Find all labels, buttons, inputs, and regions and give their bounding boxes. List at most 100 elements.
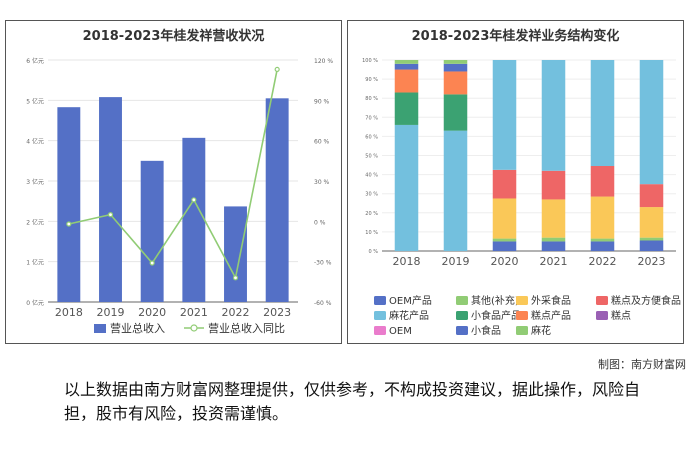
disclaimer-text: 以上数据由南方财富网整理提供，仅供参考，不构成投资建议，据此操作，风险自担，股市… — [64, 380, 641, 423]
y-right-tick-label: -30 % — [314, 260, 332, 267]
yoy-line — [68, 69, 278, 281]
x-tick-label: 2022 — [222, 306, 250, 319]
stack-segment — [492, 169, 517, 199]
stack-segment — [590, 238, 615, 242]
legend-swatch — [456, 326, 468, 335]
x-tick-label: 2018 — [393, 255, 421, 268]
y-right-tick-label: 60 % — [314, 139, 330, 146]
revenue-chart: 0 亿元 1 亿元 2 亿元 3 亿元 4 亿元 5 亿元 6 亿元 -60 % -30 % 0 … — [26, 57, 333, 335]
y-tick-label: 100 % — [362, 58, 378, 64]
legend-label: 糕点及方便食品 — [611, 294, 681, 307]
stack-segment — [590, 196, 615, 239]
yoy-point — [66, 221, 72, 227]
x-tick-label: 2019 — [97, 306, 125, 319]
legend-swatch — [374, 311, 386, 320]
stack-segment — [492, 60, 517, 170]
legend-label: 糕点产品 — [531, 309, 571, 322]
revenue-chart-panel: 2018-2023年桂发祥营收状况 0 亿元 1 亿元 2 亿元 3 亿元 4 亿元 5 … — [5, 20, 342, 344]
stack-segment — [394, 92, 419, 125]
legend-label: 小食品产品 — [471, 309, 521, 322]
x-tick-label: 2019 — [442, 255, 470, 268]
structure-chart: 0 % 10 % 20 % 30 % 40 % 50 % 60 % 70 % 80 % 90 % 1… — [362, 58, 681, 337]
revenue-bar — [265, 98, 289, 302]
legend-swatch — [516, 326, 528, 335]
y-tick-label: 20 % — [365, 211, 378, 217]
legend-label-yoy: 营业总收入同比 — [208, 321, 285, 335]
stack-segment — [443, 63, 468, 72]
legend-swatch-revenue — [94, 324, 106, 333]
yoy-point — [149, 260, 155, 266]
chart-credit: 制图：南方财富网 — [598, 358, 686, 371]
stack-segment — [639, 184, 664, 208]
legend-swatch — [596, 296, 608, 305]
y-tick-label: 60 % — [365, 134, 378, 140]
x-tick-label: 2018 — [55, 306, 83, 319]
legend-label: OEM产品 — [389, 294, 432, 307]
stack-segment — [541, 170, 566, 200]
revenue-bar — [140, 160, 164, 302]
y-left-tick-label: 1 亿元 — [26, 259, 44, 267]
y-right-tick-label: -60 % — [314, 300, 332, 307]
stack-segment — [394, 60, 419, 64]
stack-segment — [590, 60, 615, 167]
y-tick-label: 40 % — [365, 173, 378, 179]
x-tick-label: 2021 — [540, 255, 568, 268]
y-tick-label: 90 % — [365, 77, 378, 83]
stack-segment — [492, 238, 517, 242]
revenue-chart-title: 2018-2023年桂发祥营收状况 — [82, 29, 265, 44]
stack-segment — [492, 198, 517, 239]
yoy-point — [191, 197, 197, 203]
revenue-bar — [182, 137, 206, 302]
y-tick-label: 50 % — [365, 154, 378, 160]
x-tick-label: 2020 — [138, 306, 166, 319]
legend-swatch — [374, 296, 386, 305]
yoy-point — [274, 66, 280, 73]
legend-label: 糕点 — [611, 309, 631, 322]
stack-segment — [541, 199, 566, 238]
legend-label: 麻花产品 — [389, 309, 429, 322]
x-tick-label: 2020 — [491, 255, 519, 268]
stack-segment — [639, 60, 664, 185]
y-right-tick-label: 30 % — [314, 179, 330, 186]
legend-label: 其他(补充) — [471, 294, 519, 307]
stack-segment — [639, 240, 664, 251]
y-right-tick-label: 90 % — [314, 98, 330, 105]
stack-segment — [443, 94, 468, 131]
y-left-tick-label: 2 亿元 — [26, 218, 44, 226]
legend-swatch — [456, 296, 468, 305]
legend-label: 麻花 — [531, 324, 551, 337]
legend-swatch — [516, 311, 528, 320]
legend-swatch — [516, 296, 528, 305]
stack-segment — [443, 71, 468, 95]
stack-segment — [541, 237, 566, 242]
stack-segment — [443, 130, 468, 251]
revenue-bar — [224, 206, 247, 302]
stack-segment — [541, 60, 566, 171]
legend-swatch — [596, 311, 608, 320]
stack-segment — [639, 207, 664, 238]
legend-label: 外采食品 — [531, 294, 571, 307]
yoy-point — [232, 275, 239, 281]
legend-label-revenue: 营业总收入 — [110, 321, 165, 335]
revenue-bar — [99, 97, 122, 303]
x-tick-label: 2023 — [638, 255, 666, 268]
y-right-tick-label: 120 % — [314, 58, 333, 65]
stack-segment — [443, 60, 468, 64]
stack-segment — [541, 241, 566, 251]
y-right-tick-label: 0 % — [314, 219, 326, 226]
legend-label: 小食品 — [471, 324, 501, 337]
x-tick-label: 2021 — [180, 306, 208, 319]
x-tick-label: 2023 — [263, 306, 291, 319]
y-tick-label: 0 % — [368, 249, 378, 255]
structure-chart-panel: 2018-2023年桂发祥业务结构变化 0 % 10 % 20 % 30 % 40 % 5… — [347, 20, 684, 344]
structure-chart-title: 2018-2023年桂发祥业务结构变化 — [411, 29, 620, 44]
stack-segment — [639, 237, 664, 241]
y-left-tick-label: 3 亿元 — [26, 178, 44, 186]
y-tick-label: 80 % — [365, 96, 378, 102]
y-left-tick-label: 6 亿元 — [26, 57, 44, 65]
x-tick-label: 2022 — [589, 255, 617, 268]
y-tick-label: 70 % — [365, 115, 378, 121]
y-left-tick-label: 5 亿元 — [26, 97, 44, 105]
y-left-tick-label: 0 亿元 — [26, 299, 44, 307]
stack-segment — [492, 241, 517, 251]
